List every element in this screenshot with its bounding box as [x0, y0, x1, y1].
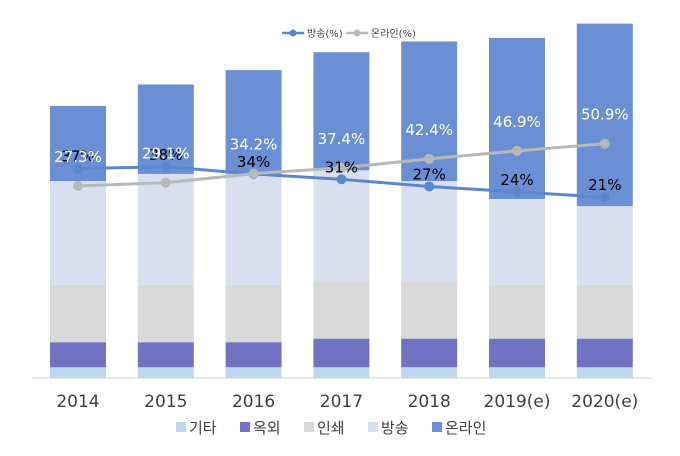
bar-1-4 — [401, 338, 458, 368]
bar-2-2 — [225, 284, 282, 343]
bar-0-4 — [401, 367, 458, 378]
bars-group — [50, 23, 633, 378]
bar-4-5 — [489, 37, 545, 200]
legend-top: 방송(%) 온라인(%) — [282, 28, 416, 40]
line-point — [599, 192, 610, 203]
bar-1-1 — [137, 342, 194, 368]
legend-bottom-swatch — [176, 422, 186, 432]
bar-0-2 — [225, 367, 282, 378]
bar-3-6 — [576, 206, 633, 285]
legend-bottom-label: 온라인 — [445, 419, 486, 437]
legend-top-label: 방송(%) — [307, 28, 343, 40]
broadcast-data-label: 37% — [61, 148, 94, 166]
legend-bottom-swatch — [304, 422, 314, 432]
x-tick-label: 2018 — [408, 392, 451, 412]
bar-0-5 — [489, 367, 545, 378]
bar-1-2 — [225, 342, 282, 368]
bar-3-4 — [401, 181, 458, 282]
bar-2-6 — [576, 284, 633, 339]
bar-0-0 — [50, 367, 106, 378]
online-data-label: 34.2% — [230, 136, 278, 154]
online-data-label: 42.4% — [405, 121, 453, 139]
bar-1-5 — [489, 338, 545, 368]
bar-3-0 — [50, 181, 106, 285]
broadcast-data-label: 24% — [500, 171, 533, 189]
line-point — [512, 145, 522, 156]
line-point — [424, 153, 435, 164]
line-point — [424, 181, 435, 192]
data-labels-group: 37% 38% 34% 31% 27% 24% 21% 27.3% 29.1% 34.2% 37.4… — [54, 106, 628, 195]
legend-bottom-label: 기타 — [189, 419, 217, 437]
bar-2-1 — [137, 284, 194, 343]
x-tick-label: 2017 — [320, 392, 363, 412]
bar-2-3 — [313, 281, 370, 339]
x-tick-label: 2016 — [232, 392, 275, 412]
broadcast-data-label: 38% — [149, 146, 182, 164]
broadcast-data-label: 34% — [237, 153, 270, 171]
bar-0-6 — [576, 367, 633, 378]
legend-bottom-swatch — [432, 422, 442, 432]
bar-0-1 — [137, 367, 194, 378]
bar-4-3 — [313, 52, 370, 171]
broadcast-data-label: 27% — [413, 165, 446, 183]
broadcast-data-label: 21% — [588, 176, 621, 194]
legend-bottom-swatch — [240, 422, 250, 432]
x-tick-labels: 2014 2015 2016 2017 2018 2019(e) 2020(e) — [56, 392, 638, 412]
bar-1-6 — [576, 338, 633, 368]
legend-top-marker — [289, 29, 297, 37]
bar-4-1 — [137, 84, 194, 174]
line-point — [248, 168, 259, 179]
legend-top-marker — [353, 29, 361, 37]
bar-0-3 — [313, 367, 370, 378]
bar-3-2 — [225, 173, 282, 285]
line-point — [73, 180, 83, 191]
legend-top-label: 온라인(%) — [371, 28, 416, 40]
legend-bottom-label: 방송 — [381, 419, 409, 437]
online-data-label: 37.4% — [318, 130, 366, 148]
line-point — [160, 161, 171, 172]
bar-3-3 — [313, 170, 370, 282]
online-data-label: 50.9% — [581, 106, 629, 124]
bar-4-2 — [225, 70, 282, 174]
bar-2-5 — [489, 284, 545, 339]
online-data-label: 27.3% — [54, 148, 102, 166]
broadcast-data-label: 31% — [325, 158, 358, 176]
bar-1-3 — [313, 338, 370, 368]
x-tick-label: 2019(e) — [484, 392, 551, 412]
lines-group — [73, 138, 610, 203]
bar-4-6 — [576, 23, 633, 207]
bar-3-5 — [489, 199, 545, 285]
x-tick-label: 2020(e) — [571, 392, 638, 412]
online-data-label: 29.1% — [142, 145, 190, 163]
online-data-label: 46.9% — [493, 113, 541, 131]
x-tick-label: 2015 — [144, 392, 187, 412]
legend-bottom-label: 옥외 — [253, 419, 281, 437]
bar-2-0 — [50, 284, 106, 343]
line-point — [599, 138, 610, 149]
legend-bottom-swatch — [368, 422, 378, 432]
bar-1-0 — [50, 342, 106, 368]
line-point — [160, 177, 171, 188]
legend-bottom-label: 인쇄 — [317, 419, 345, 437]
line-point — [73, 163, 83, 174]
bar-2-4 — [401, 281, 458, 339]
bar-3-1 — [137, 173, 194, 285]
x-tick-label: 2014 — [56, 392, 99, 412]
line-point — [336, 174, 347, 185]
line-point — [512, 186, 522, 197]
legend-bottom: 기타 옥외 인쇄 방송 온라인 — [176, 419, 486, 437]
line-point — [336, 162, 347, 173]
